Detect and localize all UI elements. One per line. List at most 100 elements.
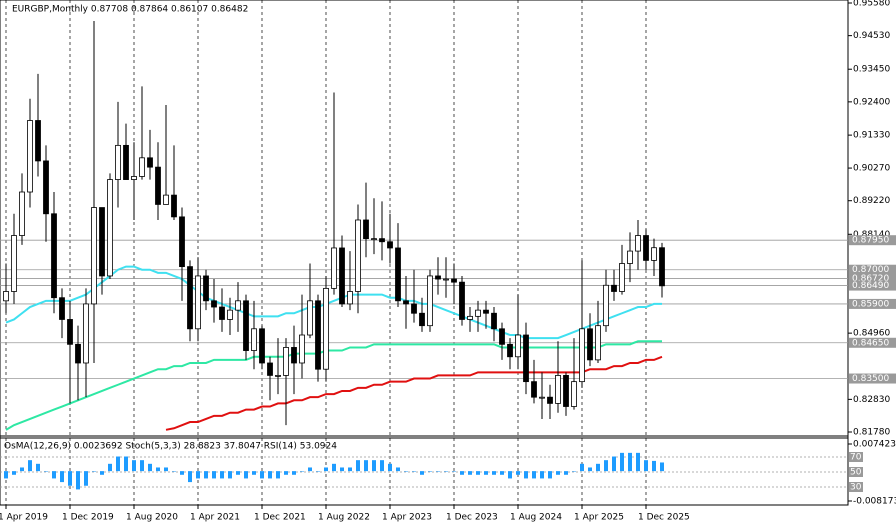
- chart-title: EURGBP,Monthly 0.87708 0.87864 0.86107 0…: [12, 5, 248, 15]
- candle-body: [227, 309, 233, 320]
- candle-body: [19, 191, 25, 236]
- osma-bar: [308, 467, 312, 472]
- price-label-box: [849, 373, 896, 384]
- osma-bar: [572, 471, 576, 472]
- candle-body: [115, 144, 121, 180]
- moving-average: [5, 340, 662, 431]
- price-label-box: [849, 264, 896, 275]
- osma-bar: [444, 471, 448, 472]
- osma-bar: [92, 471, 96, 472]
- price-label: 0.84650: [852, 338, 889, 348]
- candle-body: [323, 287, 329, 370]
- y-tick-label: 0.94530: [853, 31, 890, 41]
- candle-body: [131, 176, 137, 180]
- price-label-box: [849, 337, 896, 348]
- candle-body: [451, 278, 457, 283]
- candle-body: [387, 241, 393, 249]
- candle-body: [563, 375, 569, 407]
- candle-body: [531, 381, 537, 398]
- osma-bar: [212, 471, 216, 479]
- osma-bar: [12, 471, 16, 475]
- x-tick-label: 1 Aug 2024: [510, 513, 562, 523]
- y-tick-label: 0.90270: [853, 164, 890, 174]
- candle-body: [499, 328, 505, 345]
- osma-bar: [284, 471, 288, 475]
- osma-bar: [524, 471, 528, 479]
- plot-frame: [0, 0, 849, 506]
- price-label-box: [849, 273, 896, 284]
- candle-body: [291, 347, 297, 364]
- candle-body: [547, 396, 553, 404]
- candle-body: [627, 250, 633, 264]
- candle-body: [459, 281, 465, 320]
- osma-bar: [508, 471, 512, 479]
- candle-body: [3, 291, 9, 302]
- osma-bar: [188, 471, 192, 483]
- y-tick-label: -0.008173: [853, 497, 896, 507]
- candle-body: [171, 194, 177, 218]
- osma-bar: [340, 467, 344, 472]
- y-tick-label: 0.84960: [853, 329, 890, 339]
- candle-body: [579, 328, 585, 383]
- x-tick-label: 1 Dec 2019: [62, 513, 114, 523]
- candle-body: [243, 300, 249, 351]
- price-label: 0.85900: [852, 299, 889, 309]
- osma-bar: [388, 463, 392, 472]
- candle-body: [347, 291, 353, 305]
- osma-bar: [220, 471, 224, 479]
- candle-body: [27, 120, 33, 193]
- y-tick-label: 0.81780: [853, 428, 890, 438]
- osma-bar: [516, 471, 520, 475]
- osma-bar: [148, 463, 152, 472]
- y-tick-label: 0.93450: [853, 65, 890, 75]
- candle-body: [147, 157, 153, 168]
- candle-body: [651, 247, 657, 261]
- candle-body: [435, 275, 441, 280]
- candle-body: [427, 275, 433, 327]
- y-tick-label: 0.88140: [853, 230, 890, 240]
- candle-body: [611, 284, 617, 292]
- candle-body: [91, 207, 97, 305]
- osma-bar: [500, 471, 504, 475]
- candle-body: [299, 334, 305, 364]
- osma-bar: [460, 471, 464, 475]
- osma-bar: [44, 471, 48, 472]
- osma-bar: [604, 460, 608, 472]
- osma-bar: [364, 460, 368, 472]
- candle-body: [219, 306, 225, 320]
- osma-bar: [404, 471, 408, 472]
- osma-bar: [324, 467, 328, 472]
- candle-body: [571, 381, 577, 407]
- price-label: 0.86490: [852, 281, 889, 291]
- candle-body: [635, 235, 641, 252]
- osma-bar: [276, 471, 280, 479]
- candle-body: [403, 300, 409, 305]
- price-label: 0.83500: [852, 374, 889, 384]
- osma-bar: [588, 467, 592, 472]
- candle-body: [443, 278, 449, 281]
- candle-body: [379, 238, 385, 243]
- candle-body: [411, 303, 417, 314]
- osma-bar: [356, 460, 360, 472]
- osma-bar: [172, 471, 176, 472]
- candle-body: [259, 328, 265, 364]
- osma-bar: [436, 471, 440, 472]
- osma-bar: [628, 452, 632, 472]
- price-label-box: [849, 298, 896, 309]
- osma-bar: [244, 471, 248, 479]
- osma-bar: [300, 471, 304, 472]
- osma-bar: [412, 471, 416, 472]
- osma-bar: [68, 471, 72, 486]
- candle-body: [555, 375, 561, 404]
- price-label: 0.87950: [852, 236, 889, 246]
- osma-bar: [124, 456, 128, 472]
- osma-bar: [4, 471, 8, 479]
- osma-bar: [652, 460, 656, 472]
- candle-body: [475, 309, 481, 317]
- osma-bar: [316, 471, 320, 472]
- osma-bar: [108, 463, 112, 472]
- osma-bar: [556, 471, 560, 475]
- level-label: 50: [850, 468, 862, 478]
- candle-body: [11, 235, 17, 292]
